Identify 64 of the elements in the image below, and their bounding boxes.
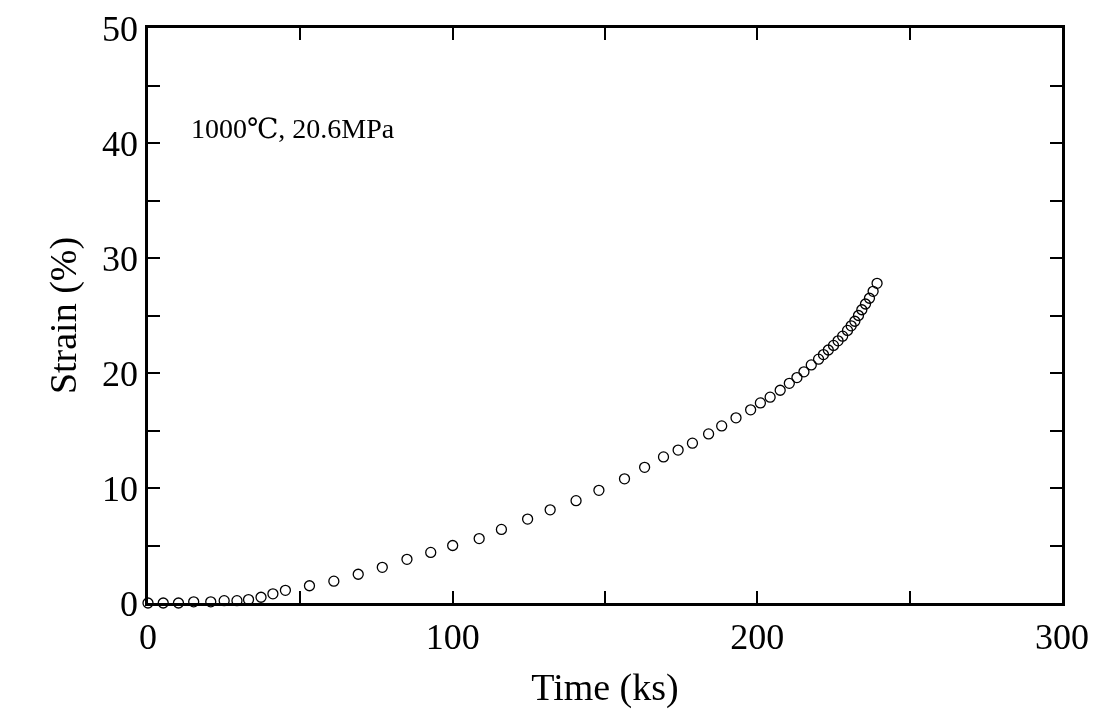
y-tick-label: 10: [102, 468, 139, 509]
point: [401, 553, 413, 565]
annotation: 1000℃, 20.6MPa: [191, 113, 395, 144]
point: [618, 473, 631, 485]
point: [328, 575, 340, 587]
point: [812, 353, 825, 365]
point: [867, 285, 879, 297]
point: [836, 330, 849, 342]
point: [376, 561, 388, 573]
point: [805, 359, 817, 371]
point: [352, 568, 364, 580]
y-tick-label: 50: [102, 8, 139, 49]
y-axis-title: Strain (%): [42, 236, 86, 395]
point: [856, 304, 868, 316]
point: [473, 532, 485, 545]
y-tick-label: 0: [120, 583, 139, 624]
point: [657, 451, 670, 463]
point: [447, 539, 459, 552]
point: [841, 324, 854, 337]
point: [205, 596, 217, 608]
x-tick-label: 200: [730, 616, 785, 657]
point: [798, 366, 810, 378]
point: [303, 580, 316, 592]
point: [783, 377, 795, 389]
point: [863, 292, 876, 304]
point: [774, 384, 786, 396]
point: [744, 404, 757, 416]
point: [817, 348, 830, 361]
point: [852, 309, 865, 322]
x-tick-label: 100: [425, 616, 480, 657]
point: [827, 339, 840, 352]
point: [672, 444, 684, 456]
x-axis-title: Time (ks): [531, 666, 679, 710]
point: [279, 584, 292, 596]
point: [157, 597, 169, 609]
y-tick-label: 20: [102, 353, 139, 394]
point: [544, 504, 556, 516]
point: [791, 371, 803, 384]
point: [142, 597, 154, 609]
point: [730, 412, 742, 424]
point: [495, 523, 508, 536]
point: [686, 437, 699, 449]
point: [188, 596, 200, 608]
point: [593, 484, 605, 496]
point: [754, 397, 767, 409]
point: [255, 591, 267, 603]
point: [267, 588, 279, 600]
y-tick-label: 30: [102, 238, 139, 279]
point: [871, 277, 883, 289]
point: [859, 298, 872, 310]
point: [702, 428, 715, 440]
point: [425, 546, 437, 559]
y-tick-label: 40: [102, 123, 139, 164]
point: [822, 344, 834, 356]
x-tick-label: 300: [1035, 616, 1089, 657]
point: [521, 513, 534, 525]
point: [570, 495, 582, 507]
point: [638, 461, 651, 473]
point: [764, 391, 776, 403]
point: [845, 320, 857, 332]
point: [716, 420, 728, 432]
point: [832, 335, 844, 347]
point: [849, 315, 861, 327]
point: [172, 597, 185, 609]
